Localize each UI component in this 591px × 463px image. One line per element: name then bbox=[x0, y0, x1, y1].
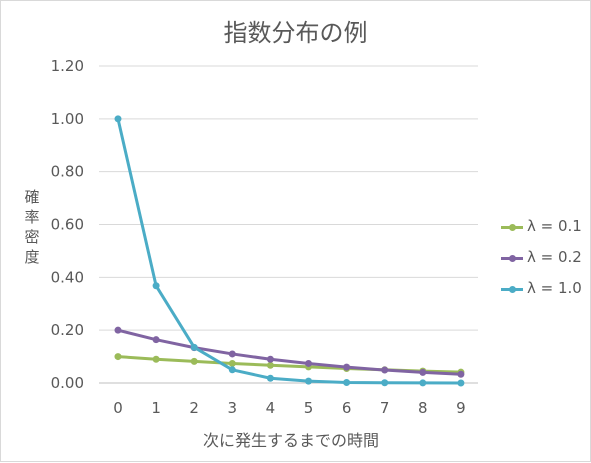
data-point bbox=[152, 282, 160, 290]
series-1 bbox=[114, 326, 465, 378]
data-point bbox=[381, 366, 389, 374]
y-tick-label: 0.00 bbox=[51, 374, 84, 392]
data-point bbox=[152, 355, 160, 363]
series-line bbox=[117, 328, 461, 376]
data-point bbox=[114, 115, 122, 123]
y-tick-label: 1.20 bbox=[51, 57, 84, 75]
legend-label: λ = 1.0 bbox=[527, 279, 582, 297]
data-point bbox=[457, 379, 465, 387]
data-point bbox=[419, 368, 427, 376]
x-tick-label: 8 bbox=[418, 399, 428, 417]
x-tick-label: 3 bbox=[228, 399, 238, 417]
data-point bbox=[266, 374, 274, 382]
x-tick-label: 6 bbox=[342, 399, 352, 417]
data-point bbox=[228, 359, 236, 367]
data-point bbox=[114, 326, 122, 334]
x-tick-label: 4 bbox=[266, 399, 276, 417]
data-point bbox=[228, 350, 236, 358]
data-point bbox=[190, 357, 198, 365]
legend: λ = 0.1 λ = 0.2 λ = 1.0 bbox=[501, 217, 589, 310]
y-tick-label: 0.20 bbox=[51, 321, 84, 339]
y-tick-label: 0.40 bbox=[51, 268, 84, 286]
data-point bbox=[114, 353, 122, 361]
data-point bbox=[190, 343, 198, 351]
y-axis-label-char-0: 確 bbox=[24, 188, 40, 206]
y-axis-label-char-2: 密 bbox=[24, 228, 40, 246]
y-tick-label: 1.00 bbox=[51, 110, 84, 128]
chart-title: 指数分布の例 bbox=[223, 19, 368, 47]
legend-label: λ = 0.2 bbox=[527, 248, 582, 266]
data-point bbox=[381, 379, 389, 387]
series-2 bbox=[114, 115, 465, 387]
y-tick-label: 0.80 bbox=[51, 163, 84, 181]
data-point bbox=[305, 377, 312, 385]
x-tick-label: 5 bbox=[304, 399, 314, 417]
x-tick-label: 9 bbox=[456, 399, 466, 417]
y-tick-label: 0.60 bbox=[51, 216, 84, 234]
data-point bbox=[457, 370, 465, 378]
x-axis-label: 次に発生するまでの時間 bbox=[202, 431, 379, 450]
data-point bbox=[152, 336, 160, 344]
data-point bbox=[305, 359, 312, 367]
legend-label: λ = 0.1 bbox=[527, 217, 582, 235]
y-axis-label-char-3: 度 bbox=[24, 248, 40, 266]
data-point bbox=[343, 363, 351, 371]
x-tick-label: 2 bbox=[189, 399, 199, 417]
legend-swatch-marker bbox=[509, 286, 516, 293]
data-point bbox=[228, 366, 236, 374]
data-point bbox=[343, 378, 351, 386]
data-point bbox=[266, 361, 274, 369]
legend-swatch-marker bbox=[509, 255, 516, 262]
x-tick-label: 7 bbox=[380, 399, 390, 417]
series-line bbox=[117, 355, 461, 374]
data-point bbox=[266, 355, 274, 363]
legend-item-2: λ = 1.0 bbox=[501, 279, 589, 310]
legend-item-0: λ = 0.1 bbox=[501, 217, 589, 248]
legend-swatch-marker bbox=[509, 224, 516, 231]
series-line bbox=[116, 118, 461, 385]
y-axis-label-char-1: 率 bbox=[24, 208, 40, 226]
x-tick-label: 0 bbox=[113, 399, 123, 417]
legend-item-1: λ = 0.2 bbox=[501, 248, 589, 279]
y-axis-label: 確率密度 bbox=[21, 187, 43, 267]
data-point bbox=[419, 379, 427, 387]
x-tick-label: 1 bbox=[151, 399, 161, 417]
